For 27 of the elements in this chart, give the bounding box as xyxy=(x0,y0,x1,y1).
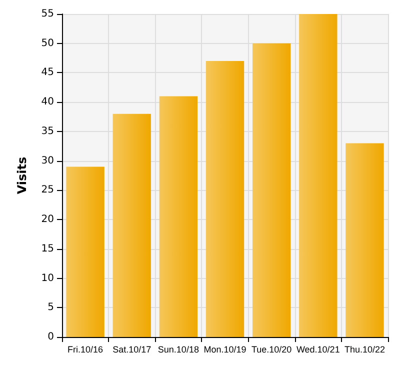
y-tick-label: 45 xyxy=(41,67,54,78)
y-tick-label: 10 xyxy=(41,272,54,284)
y-tick-label: 20 xyxy=(41,214,54,226)
y-tick-label: 30 xyxy=(41,155,54,166)
bar xyxy=(206,60,244,337)
x-tick-label: Wed.10/21 xyxy=(296,344,340,354)
x-tick-label: Sun.10/18 xyxy=(158,344,199,354)
y-tick-label: 50 xyxy=(41,38,54,49)
bar xyxy=(112,114,151,337)
y-tick-label: 40 xyxy=(41,96,54,108)
y-tick-label: 25 xyxy=(41,184,54,196)
y-axis-title: Visits xyxy=(15,156,29,194)
x-tick-label: Fri.10/16 xyxy=(68,344,104,354)
x-tick-label: Mon.10/19 xyxy=(204,344,246,354)
y-tick-label: 0 xyxy=(48,332,54,342)
bar xyxy=(346,143,384,337)
bar xyxy=(159,96,198,337)
x-tick-label: Sat.10/17 xyxy=(112,344,152,354)
x-tick-label: Thu.10/22 xyxy=(344,344,385,354)
x-tick-label: Tue.10/20 xyxy=(251,344,292,354)
y-tick-label: 55 xyxy=(41,8,54,20)
bar xyxy=(299,14,338,337)
y-tick-label: 15 xyxy=(41,243,54,254)
y-tick-label: 35 xyxy=(41,126,54,137)
bar xyxy=(252,43,291,337)
y-tick-label: 5 xyxy=(48,302,54,314)
bar xyxy=(66,166,104,337)
